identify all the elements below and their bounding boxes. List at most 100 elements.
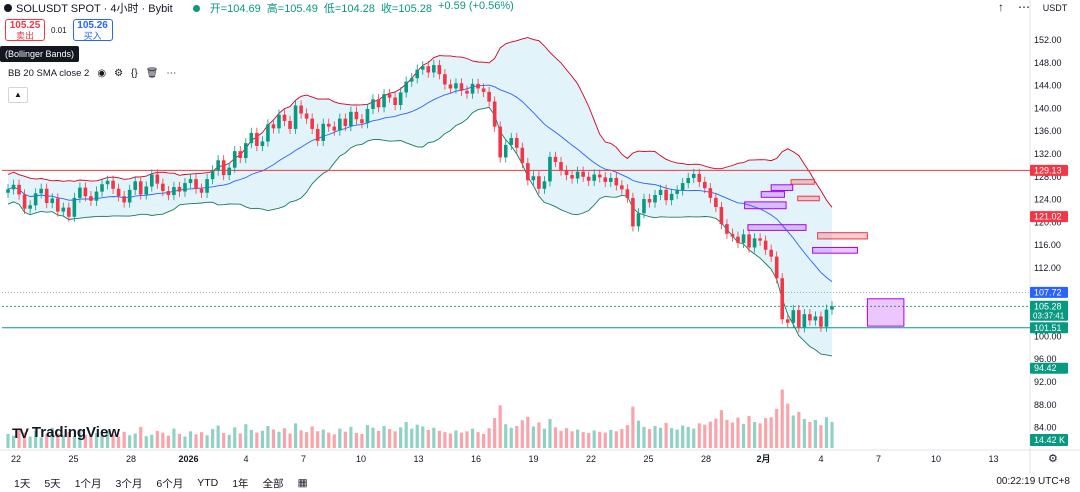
y-tick-label: 100.00 xyxy=(1034,331,1062,341)
tf-1m[interactable]: 1个月 xyxy=(74,477,102,490)
volume-bar xyxy=(83,434,88,448)
volume-bar xyxy=(498,405,502,448)
volume-bar xyxy=(614,431,618,448)
eye-icon[interactable]: ◉ xyxy=(97,68,107,79)
volume-bar xyxy=(587,433,591,448)
indicator-label[interactable]: BB 20 SMA close 2 xyxy=(8,68,90,79)
settings-icon[interactable]: ⚙ xyxy=(114,68,124,79)
candle-body xyxy=(548,156,552,182)
tf-6m[interactable]: 6个月 xyxy=(156,477,184,490)
candle-body xyxy=(133,181,137,190)
volume-bar xyxy=(50,427,54,448)
x-tick-label: 28 xyxy=(701,454,711,464)
candle-body xyxy=(603,177,608,182)
candle-body xyxy=(194,179,198,189)
volume-bar xyxy=(653,426,657,448)
candle-body xyxy=(686,177,691,184)
candle-body xyxy=(763,240,768,250)
candle-body xyxy=(100,184,104,192)
candle-body xyxy=(570,175,574,179)
candle-body xyxy=(808,314,812,321)
candle-body xyxy=(149,174,154,187)
candle-body xyxy=(338,118,342,131)
more-options-icon[interactable]: ⋯ xyxy=(166,68,177,79)
candle-body xyxy=(730,233,735,237)
volume-bar xyxy=(819,425,823,448)
candle-body xyxy=(758,238,762,241)
volume-bar xyxy=(277,431,281,448)
date-range-icon[interactable]: ▦ xyxy=(297,477,308,489)
candle-body xyxy=(393,97,397,105)
order-block-zone xyxy=(817,232,868,240)
volume-bar xyxy=(94,433,99,448)
order-block-zone xyxy=(797,195,820,202)
candle-body xyxy=(22,194,27,209)
tf-1d[interactable]: 1天 xyxy=(14,477,31,490)
volume-bar xyxy=(592,430,596,448)
candle-body xyxy=(288,120,292,129)
tf-1y[interactable]: 1年 xyxy=(232,477,249,490)
candle-body xyxy=(260,141,265,147)
more-icon[interactable]: ⋯ xyxy=(1018,0,1030,14)
chart-header: SOLUSDT SPOT · 4小时 · Bybit 开=104.69 高=10… xyxy=(0,0,1030,16)
candle-body xyxy=(44,188,49,204)
low-value: 低=104.28 xyxy=(323,3,375,15)
y-tick-label: 112.00 xyxy=(1034,263,1061,273)
tf-5d[interactable]: 5天 xyxy=(44,477,61,490)
collapse-legend-button[interactable]: ▲ xyxy=(8,87,28,103)
delete-icon[interactable]: 🗑 xyxy=(145,68,159,79)
x-tick-label: 13 xyxy=(988,454,998,464)
tf-ytd[interactable]: YTD xyxy=(197,477,219,489)
volume-bar xyxy=(199,432,204,448)
volume-bar xyxy=(631,406,635,448)
candle-body xyxy=(238,151,243,158)
volume-bar xyxy=(233,427,237,448)
candle-body xyxy=(161,183,165,192)
volume-bar xyxy=(714,418,718,448)
candle-body xyxy=(216,160,220,171)
candle-body xyxy=(116,188,121,197)
ohlc-readout: 开=104.69 高=105.49 低=104.28 收=105.28 +0.5… xyxy=(210,0,514,16)
arrow-up-icon[interactable]: ↑ xyxy=(998,0,1004,14)
clock-display: 00:22:19 UTC+8 xyxy=(996,476,1070,487)
volume-bar xyxy=(509,427,513,448)
volume-bar xyxy=(752,422,757,448)
x-tick-label: 7 xyxy=(301,454,306,464)
price-tag xyxy=(1030,164,1068,176)
candle-body xyxy=(39,188,43,194)
candle-body xyxy=(575,171,580,179)
source-code-icon[interactable]: {} xyxy=(131,68,138,79)
tf-3m[interactable]: 3个月 xyxy=(115,477,143,490)
price-tag-value: 121.02 xyxy=(1034,212,1062,222)
currency-selector[interactable]: USDT xyxy=(1030,0,1080,16)
volume-bar xyxy=(824,417,829,448)
volume-bar xyxy=(470,428,475,448)
volume-bar xyxy=(293,423,298,448)
x-tick-label: 10 xyxy=(931,454,941,464)
candle-body xyxy=(526,163,530,181)
price-chart[interactable]: 152.00 148.00 144.00 140.00 136.00 132.00 128.… xyxy=(0,0,1080,474)
buy-button[interactable]: 105.26 买入 xyxy=(72,19,113,41)
volume-bar xyxy=(625,425,629,448)
volume-bar xyxy=(598,431,602,448)
x-tick-label: 4 xyxy=(243,454,248,464)
volume-bar xyxy=(736,417,740,448)
order-block-zone xyxy=(866,298,905,327)
volume-bar xyxy=(282,428,287,448)
candle-body xyxy=(144,186,149,195)
tradingview-logo: TV TradingView xyxy=(12,424,120,441)
volume-bar xyxy=(437,430,441,448)
candle-body xyxy=(360,119,364,124)
volume-bar xyxy=(133,433,137,448)
symbol-title[interactable]: SOLUSDT SPOT · 4小时 · Bybit xyxy=(4,0,173,16)
candle-body xyxy=(188,179,193,184)
volume-bar xyxy=(227,434,231,448)
sell-button[interactable]: 105.25 卖出 xyxy=(5,19,45,41)
tf-all[interactable]: 全部 xyxy=(262,477,284,490)
candle-body xyxy=(658,189,663,196)
volume-bar xyxy=(332,434,336,448)
volume-bar xyxy=(537,422,541,448)
volume-bar xyxy=(349,426,353,448)
candle-body xyxy=(172,187,176,196)
candle-body xyxy=(465,90,469,94)
